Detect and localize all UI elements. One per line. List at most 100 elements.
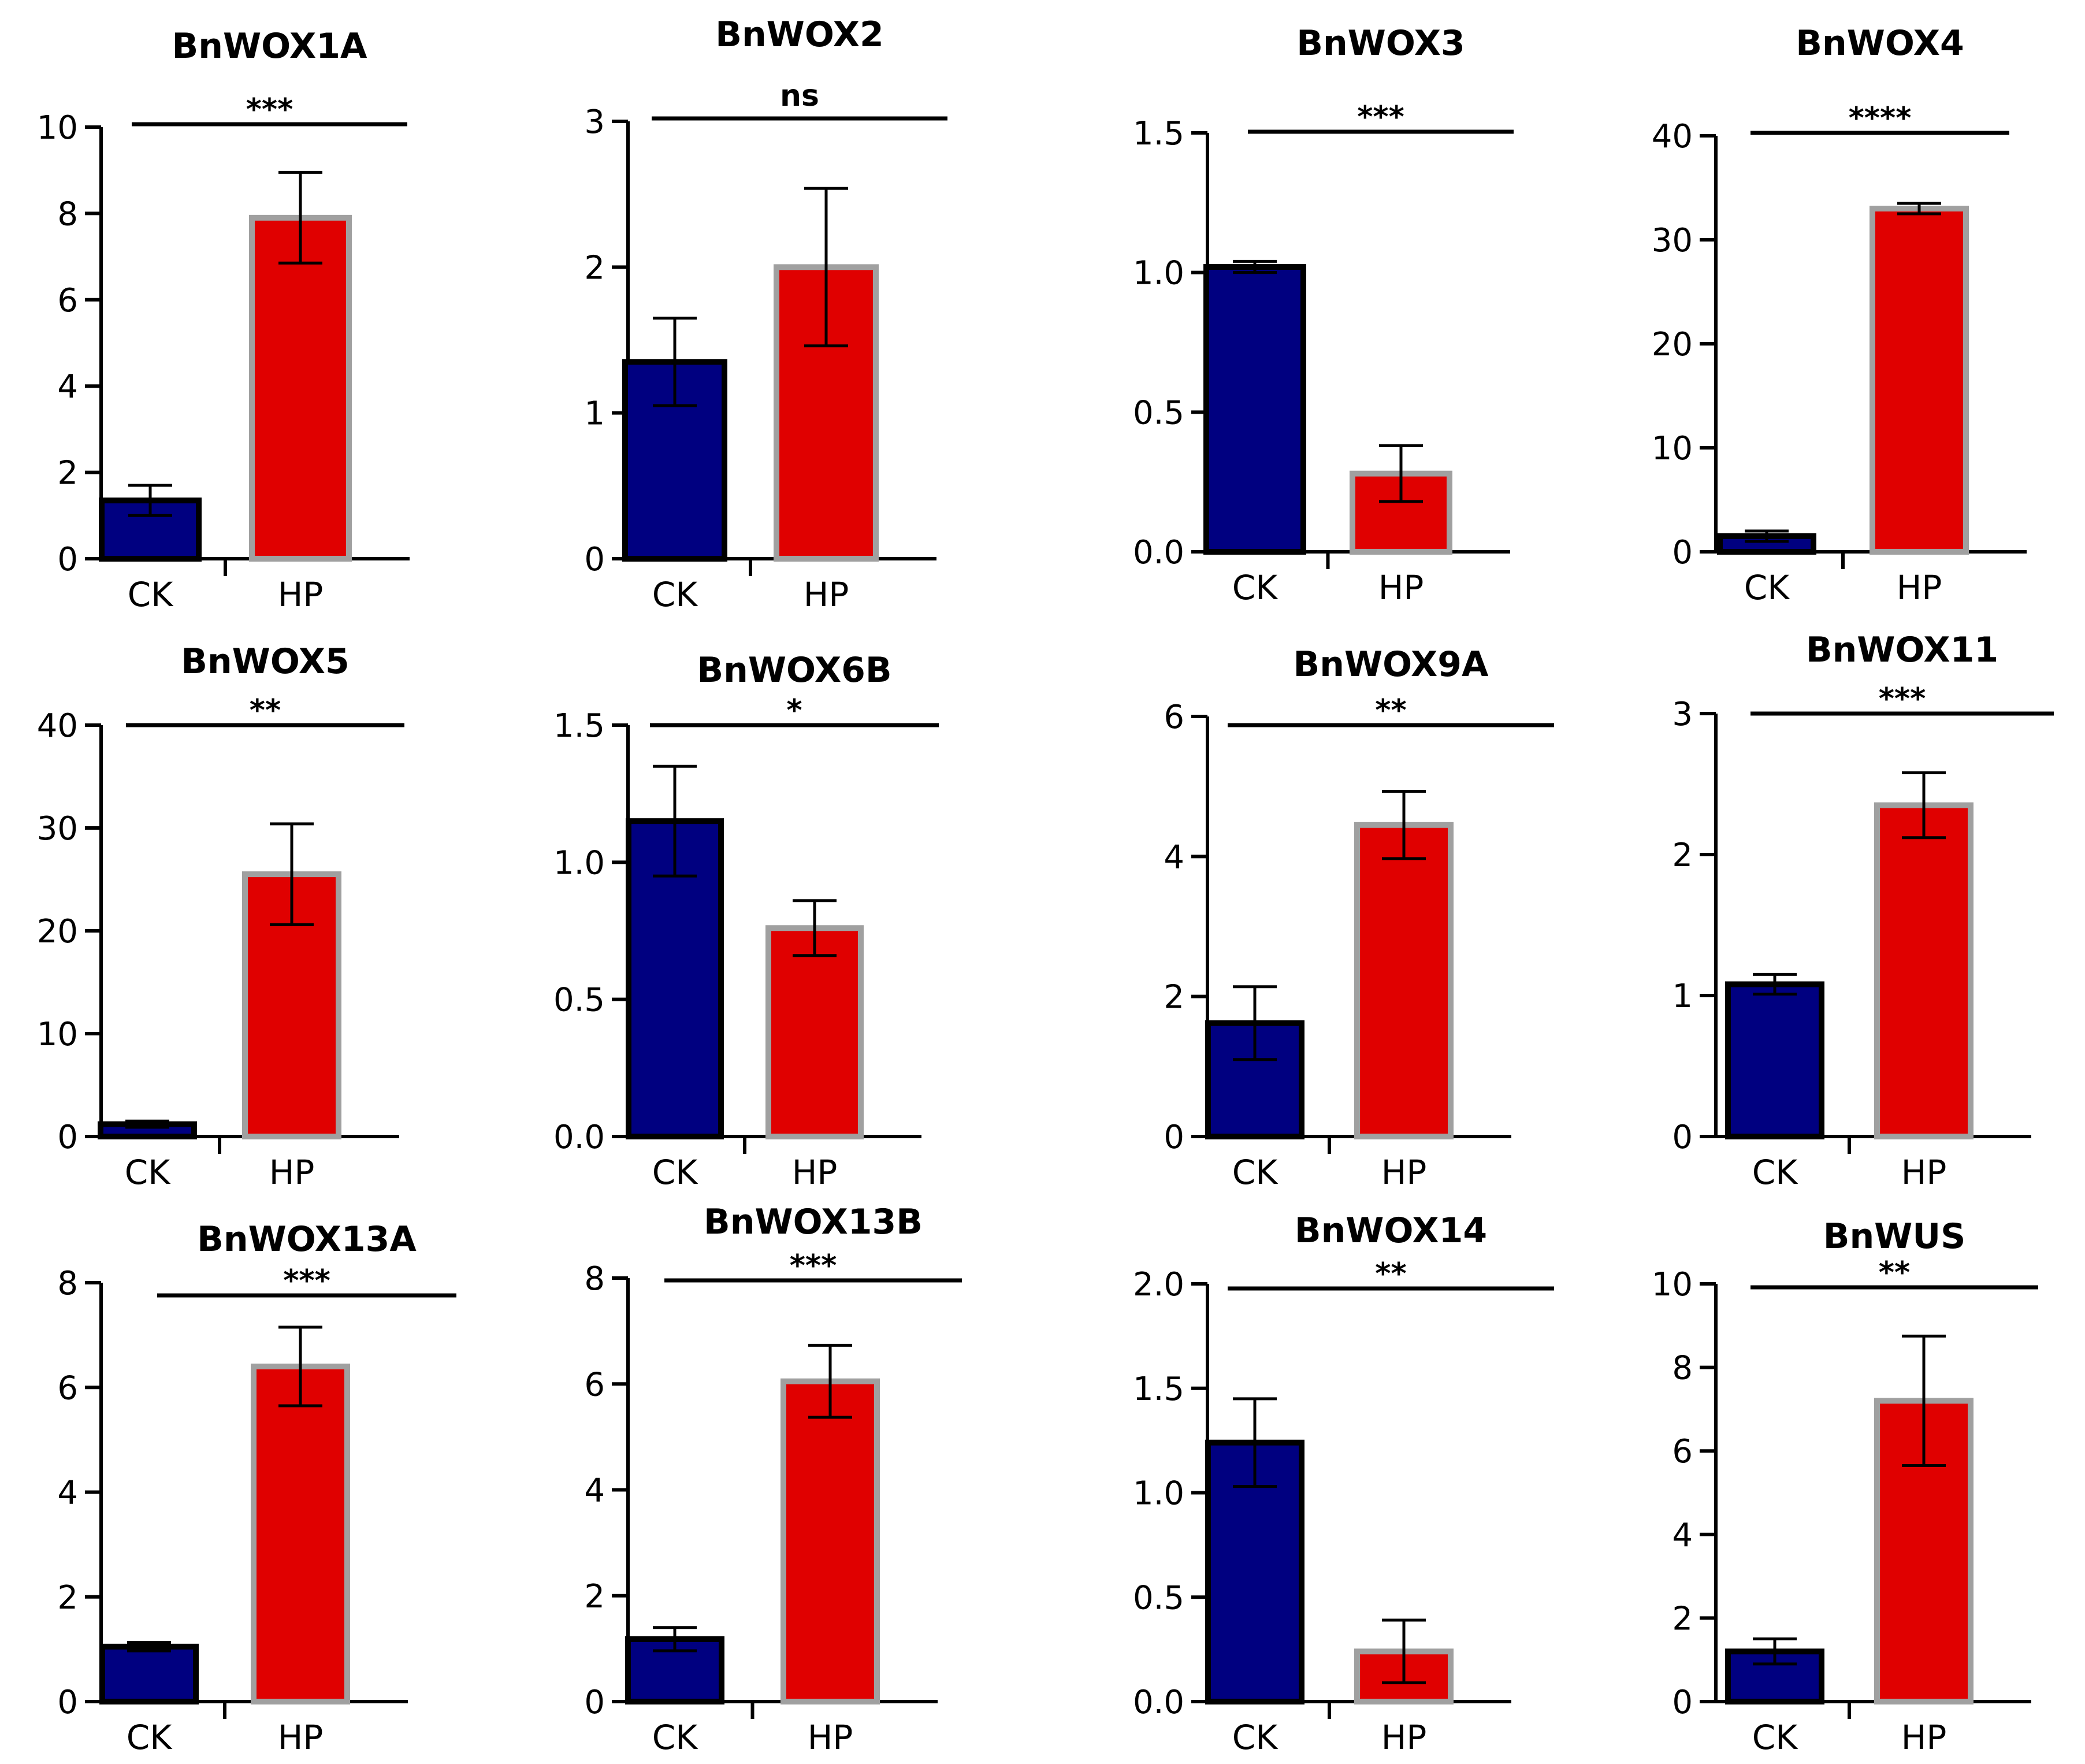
y-tick-label: 0 (1672, 534, 1693, 571)
y-tick-label: 40 (37, 707, 78, 745)
y-tick-label: 2 (57, 1579, 78, 1617)
significance-label: ** (1879, 1256, 1910, 1290)
y-tick-label: 3 (584, 103, 605, 141)
bar-ck (626, 818, 724, 1139)
y-tick-label: 6 (57, 1369, 78, 1407)
bar-ck (1725, 981, 1824, 1139)
y-tick-label: 0.5 (553, 982, 605, 1019)
x-category-label: HP (1901, 1153, 1947, 1192)
y-tick-label: 0.0 (1133, 534, 1184, 571)
y-tick-label: 0.5 (1133, 394, 1184, 432)
y-tick-label: 4 (1164, 838, 1184, 876)
y-tick-label: 1 (584, 395, 605, 433)
chart-title: BnWOX1A (172, 26, 368, 66)
x-category-label: CK (1752, 1153, 1798, 1192)
y-tick-label: 2 (1672, 1600, 1693, 1637)
y-tick-label: 30 (1652, 222, 1693, 259)
y-tick-label: 8 (57, 1265, 78, 1302)
chart-title: BnWOX14 (1295, 1210, 1487, 1251)
significance-label: ns (780, 79, 819, 113)
x-category-label: HP (808, 1718, 853, 1757)
chart-title: BnWOX2 (715, 14, 884, 55)
y-tick-label: 0 (57, 1684, 78, 1721)
y-tick-label: 2 (584, 249, 605, 287)
bar-hp (249, 214, 352, 562)
bar-hp (781, 1378, 880, 1704)
bar-hp (1874, 802, 1973, 1139)
significance-label: **** (1849, 101, 1912, 136)
y-tick-label: 2 (584, 1578, 605, 1616)
y-tick-label: 1.0 (1133, 255, 1184, 292)
chart-panel-bnwus: BnWUS 0 2 4 6 8 10 CK HP ** (1652, 1216, 2038, 1757)
chart-panel-bnwox9a: BnWOX9A 0 2 4 6 CK HP ** (1164, 644, 1554, 1192)
y-tick-label: 6 (1672, 1433, 1693, 1470)
chart-panel-bnwox11: BnWOX11 0 1 2 3 CK HP *** (1672, 630, 2054, 1192)
y-tick-label: 4 (584, 1472, 605, 1510)
y-tick-label: 6 (1164, 699, 1184, 736)
y-tick-label: 10 (37, 1016, 78, 1053)
x-category-label: HP (804, 575, 849, 614)
x-category-label: HP (1901, 1718, 1947, 1757)
y-tick-label: 2.0 (1133, 1266, 1184, 1303)
y-tick-label: 1.0 (1133, 1475, 1184, 1513)
y-tick-label: 0 (584, 541, 605, 578)
y-tick-label: 1.5 (553, 707, 605, 745)
y-tick-label: 8 (1672, 1350, 1693, 1387)
y-tick-label: 1 (1672, 978, 1693, 1015)
chart-title: BnWOX13A (197, 1219, 417, 1260)
x-category-label: HP (1897, 568, 1942, 607)
y-tick-label: 30 (37, 810, 78, 848)
chart-title: BnWOX6B (697, 650, 891, 690)
chart-panel-bnwox1a: BnWOX1A 0 2 4 6 8 10 CK HP *** (37, 26, 410, 614)
chart-panel-bnwox4: BnWOX4 0 10 20 30 40 CK HP **** (1652, 23, 2027, 607)
y-tick-label: 4 (57, 1475, 78, 1512)
x-category-label: CK (125, 1153, 171, 1192)
y-tick-label: 8 (57, 195, 78, 233)
chart-panel-bnwox5: BnWOX5 0 10 20 30 40 CK HP ** (37, 641, 404, 1192)
y-tick-label: 0 (1672, 1684, 1693, 1721)
y-tick-label: 0 (1164, 1119, 1184, 1156)
bar-hp (1354, 822, 1454, 1139)
y-tick-label: 2 (57, 455, 78, 492)
chart-title: BnWOX3 (1296, 23, 1465, 64)
x-category-label: HP (1381, 1718, 1427, 1757)
y-tick-label: 1.0 (553, 844, 605, 882)
x-category-label: CK (127, 1718, 173, 1757)
y-tick-label: 20 (1652, 326, 1693, 363)
chart-panel-bnwox6b: BnWOX6B 0.0 0.5 1.0 1.5 CK HP * (553, 650, 939, 1192)
y-tick-label: 0.0 (553, 1119, 605, 1156)
x-category-label: HP (269, 1153, 315, 1192)
y-tick-label: 0.5 (1133, 1579, 1184, 1617)
chart-panel-bnwox14: BnWOX14 0.0 0.5 1.0 1.5 2.0 CK HP ** (1133, 1210, 1554, 1757)
x-category-label: HP (1378, 568, 1424, 607)
y-tick-label: 40 (1652, 118, 1693, 155)
chart-title: BnWUS (1823, 1216, 1966, 1257)
x-category-label: CK (1232, 1153, 1278, 1192)
y-tick-label: 8 (584, 1260, 605, 1298)
chart-panel-bnwox2: BnWOX2 0 1 2 3 CK HP ns (584, 14, 947, 614)
significance-label: ** (1375, 693, 1406, 728)
x-category-label: CK (128, 575, 174, 614)
chart-panel-bnwox13a: BnWOX13A 0 2 4 6 8 CK HP *** (57, 1219, 456, 1757)
significance-label: *** (246, 92, 293, 127)
y-tick-label: 1.5 (1133, 1371, 1184, 1408)
x-category-label: CK (652, 1718, 698, 1757)
x-category-label: HP (1381, 1153, 1427, 1192)
significance-label: *** (1879, 682, 1926, 716)
y-tick-label: 0 (584, 1684, 605, 1721)
significance-label: *** (790, 1249, 837, 1283)
y-tick-label: 4 (57, 368, 78, 406)
chart-panel-bnwox3: BnWOX3 0.0 0.5 1.0 1.5 CK HP *** (1133, 23, 1514, 607)
x-category-label: CK (1232, 568, 1278, 607)
x-category-label: HP (278, 1718, 324, 1757)
x-category-label: CK (1232, 1718, 1278, 1757)
significance-label: *** (1357, 100, 1404, 135)
bar-ck (99, 1643, 199, 1704)
y-tick-label: 0 (57, 1119, 78, 1156)
y-tick-label: 20 (37, 913, 78, 950)
chart-title: BnWOX5 (181, 641, 350, 682)
x-category-label: HP (278, 575, 324, 614)
significance-label: ** (1375, 1257, 1406, 1291)
chart-title: BnWOX4 (1796, 23, 1964, 64)
